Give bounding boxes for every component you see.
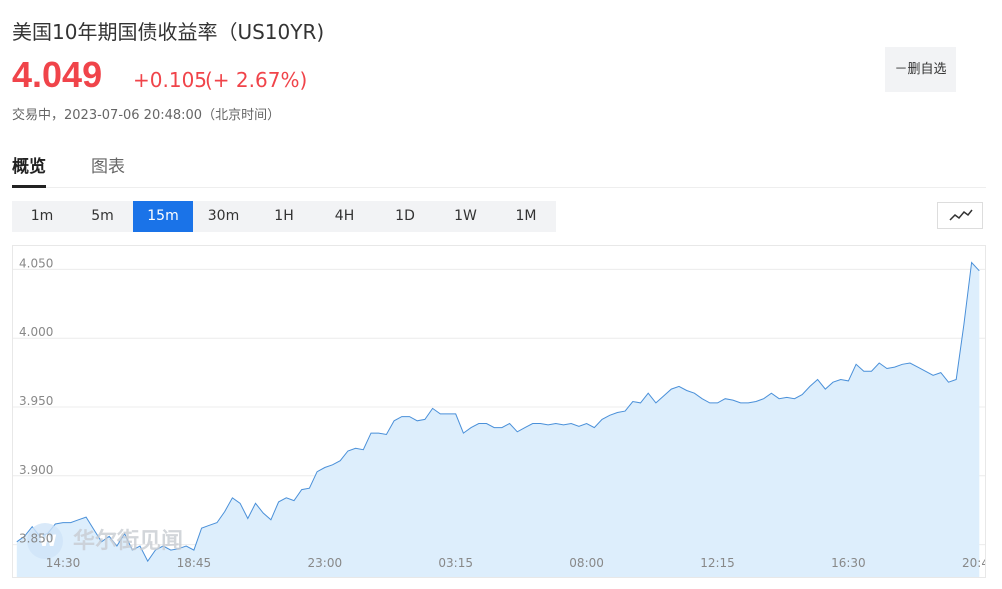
- change: +0.105: [133, 68, 208, 92]
- area: [16, 262, 980, 577]
- x-tick-label: 16:30: [831, 556, 866, 570]
- interval-button[interactable]: 4H: [334, 208, 355, 224]
- watermark: 华尔街见闻: [73, 528, 183, 554]
- chart-icon: [949, 209, 973, 221]
- interval-button[interactable]: 1D: [395, 208, 415, 224]
- chart-type-button[interactable]: [937, 202, 983, 229]
- tab[interactable]: 图表: [91, 157, 125, 177]
- x-tick-label: 08:00: [569, 556, 604, 570]
- x-tick-label: 23:00: [308, 556, 343, 570]
- change-percent: (+ 2.67%): [205, 68, 308, 92]
- watermark-logo-letter: W: [39, 531, 57, 550]
- status: 交易中，2023-07-06 20:48:00（北京时间）: [12, 108, 281, 123]
- interval-button[interactable]: 30m: [207, 208, 240, 224]
- chart: W 华尔街见闻 3.850 3.900 3.950 4.000 4.050 14:30 18…: [13, 256, 986, 577]
- x-tick-label: 14:30: [46, 556, 81, 570]
- y-tick-label: 4.050: [19, 256, 53, 270]
- chart-box: W 华尔街见闻 3.850 3.900 3.950 4.000 4.050 14:30 18…: [12, 245, 986, 578]
- y-tick-label: 3.950: [19, 394, 53, 408]
- interval-bar: 1m 5m 15m 30m 1H 4H 1D 1W 1M: [12, 201, 556, 232]
- x-tick-label: 12:15: [700, 556, 735, 570]
- tab[interactable]: 概览: [12, 152, 46, 188]
- price: 4.049: [12, 54, 103, 95]
- y-tick-label: 3.850: [19, 532, 53, 546]
- title: 美国10年期国债收益率（US10YR): [12, 20, 325, 44]
- watchlist-button[interactable]: －删自选: [885, 47, 956, 92]
- x-tick-label: 20:45: [962, 556, 986, 570]
- interval-button[interactable]: 1H: [274, 208, 294, 224]
- line: [16, 261, 980, 563]
- y-tick-label: 3.900: [19, 463, 53, 477]
- interval-button[interactable]: 5m: [91, 208, 114, 224]
- interval-button[interactable]: 1m: [30, 208, 54, 224]
- y-tick-label: 4.000: [19, 325, 53, 339]
- interval-button[interactable]: 1W: [454, 208, 477, 224]
- interval-button[interactable]: 1M: [515, 208, 537, 224]
- x-tick-label: 03:15: [438, 556, 473, 570]
- tabs: 概览 图表: [12, 150, 986, 188]
- watermark-logo: [27, 523, 63, 559]
- interval-button[interactable]: 15m: [133, 201, 193, 232]
- x-tick-label: 18:45: [177, 556, 212, 570]
